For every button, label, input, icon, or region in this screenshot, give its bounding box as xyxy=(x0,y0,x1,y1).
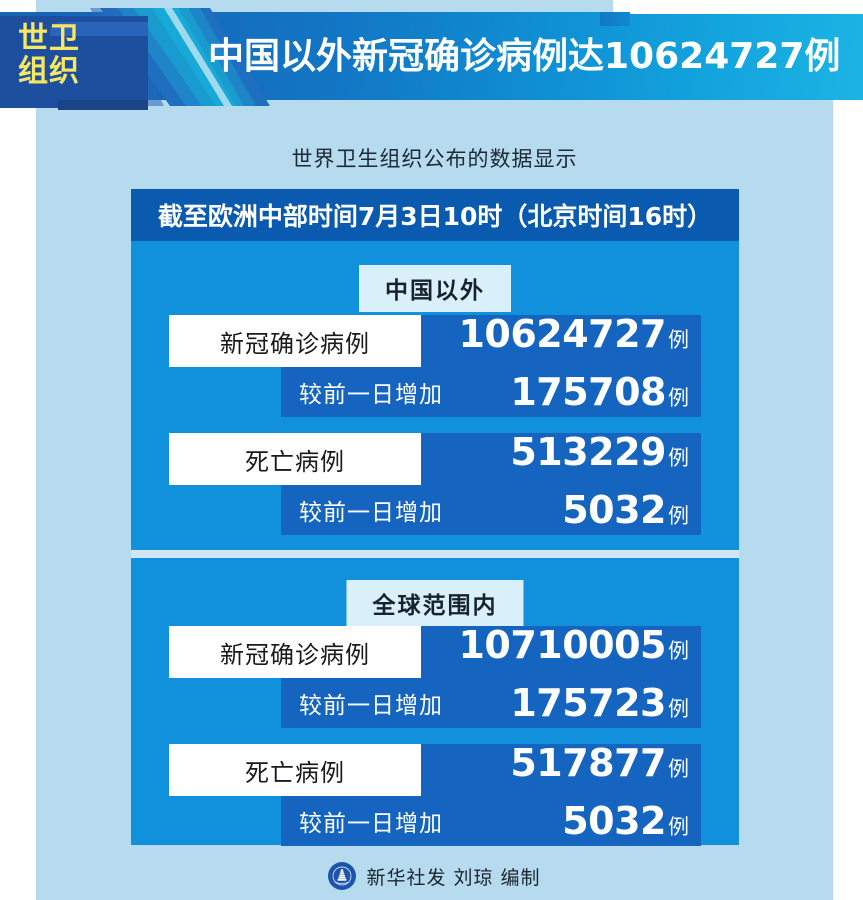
value-confirmed-delta: 175708 xyxy=(510,370,666,414)
row-deaths-main: 死亡病例 513229 例 xyxy=(169,433,701,485)
value-cell-confirmed: 10624727 例 xyxy=(421,315,701,367)
value-cell-deaths: 513229 例 xyxy=(421,433,701,485)
unit-deaths-delta: 例 xyxy=(668,504,689,528)
xinhua-pagoda-logo-icon xyxy=(328,862,357,890)
date-banner-text: 截至欧洲中部时间7月3日10时（北京时间16时） xyxy=(157,202,713,231)
who-badge-line-1: 世卫 xyxy=(18,21,80,56)
value-cell-global-confirmed: 10710005 例 xyxy=(421,626,701,678)
value-global-confirmed-delta: 175723 xyxy=(510,681,666,725)
row-deaths-delta: 较前一日增加 5032 例 xyxy=(281,485,701,535)
who-badge-line-2: 组织 xyxy=(18,54,80,89)
label-global-deaths: 死亡病例 xyxy=(245,758,345,787)
unit-global-deaths: 例 xyxy=(668,757,689,781)
section-badge-outside-china: 中国以外 xyxy=(359,265,511,312)
flag-bottom-shadow xyxy=(58,100,148,110)
section-badge-global: 全球范围内 xyxy=(346,580,524,627)
label-confirmed-delta: 较前一日增加 xyxy=(299,382,443,408)
who-badge-flag xyxy=(0,16,148,108)
label-deaths-delta: 较前一日增加 xyxy=(299,500,443,526)
label-global-confirmed: 新冠确诊病例 xyxy=(220,640,370,669)
subtitle-text: 世界卫生组织公布的数据显示 xyxy=(291,147,578,171)
label-cell-global-deaths: 死亡病例 xyxy=(169,744,421,796)
row-confirmed-delta: 较前一日增加 175708 例 xyxy=(281,367,701,417)
label-global-deaths-delta: 较前一日增加 xyxy=(299,811,443,837)
value-deaths-delta: 5032 xyxy=(562,488,666,532)
value-cell-global-deaths: 517877 例 xyxy=(421,744,701,796)
value-global-confirmed: 10710005 xyxy=(458,623,666,667)
row-global-deaths-main: 死亡病例 517877 例 xyxy=(169,744,701,796)
header-bar: 世卫 组织 中国以外新冠确诊病例达10624727例 xyxy=(0,0,863,113)
value-global-deaths: 517877 xyxy=(510,741,666,785)
unit-global-deaths-delta: 例 xyxy=(668,815,689,839)
row-confirmed-main: 新冠确诊病例 10624727 例 xyxy=(169,315,701,367)
row-global-confirmed-main: 新冠确诊病例 10710005 例 xyxy=(169,626,701,678)
panel-outside-china: 中国以外 新冠确诊病例 10624727 例 较前一日增加 175708 例 xyxy=(131,241,739,550)
unit-confirmed: 例 xyxy=(668,328,689,352)
row-global-confirmed-delta: 较前一日增加 175723 例 xyxy=(281,678,701,728)
label-cell-deaths: 死亡病例 xyxy=(169,433,421,485)
row-global-deaths-delta: 较前一日增加 5032 例 xyxy=(281,796,701,846)
label-global-confirmed-delta: 较前一日增加 xyxy=(299,693,443,719)
header-notch-fill xyxy=(600,12,630,26)
label-confirmed: 新冠确诊病例 xyxy=(220,329,370,358)
date-banner: 截至欧洲中部时间7月3日10时（北京时间16时） xyxy=(131,189,739,241)
label-cell-global-confirmed: 新冠确诊病例 xyxy=(169,626,421,678)
value-global-deaths-delta: 5032 xyxy=(562,799,666,843)
poster-title: 中国以外新冠确诊病例达10624727例 xyxy=(208,36,841,77)
label-cell-confirmed: 新冠确诊病例 xyxy=(169,315,421,367)
value-confirmed: 10624727 xyxy=(458,312,666,356)
panel-global: 全球范围内 新冠确诊病例 10710005 例 较前一日增加 175723 例 xyxy=(131,558,739,846)
panel-separator xyxy=(131,550,739,558)
unit-deaths: 例 xyxy=(668,446,689,470)
value-deaths: 513229 xyxy=(510,430,666,474)
footer-credit: 新华社发 刘琼 编制 xyxy=(36,856,833,896)
flag-top-tab xyxy=(50,22,148,36)
unit-global-confirmed-delta: 例 xyxy=(668,697,689,721)
unit-global-confirmed: 例 xyxy=(668,639,689,663)
header-notch-right xyxy=(613,0,863,14)
footer-credit-text: 新华社发 刘琼 编制 xyxy=(366,866,541,889)
label-deaths: 死亡病例 xyxy=(245,447,345,476)
unit-confirmed-delta: 例 xyxy=(668,386,689,410)
who-badge-label: 世卫 组织 xyxy=(18,22,136,88)
